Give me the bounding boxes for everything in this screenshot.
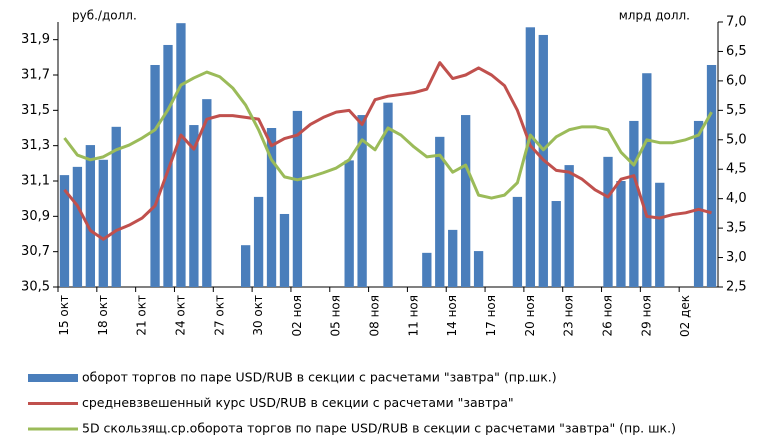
bar xyxy=(240,245,251,287)
y2-tick-label: 4,0 xyxy=(726,191,747,206)
x-tick-label: 21 окт xyxy=(135,295,149,336)
y-tick-label: 30,7 xyxy=(21,244,50,259)
bar xyxy=(473,251,484,287)
bar xyxy=(512,196,523,287)
y2-tick-label: 6,0 xyxy=(726,73,747,88)
bar xyxy=(603,156,613,287)
y-tick-label: 31,9 xyxy=(21,32,50,47)
x-tick-label: 29 ноя xyxy=(639,295,653,337)
y2-tick-label: 5,5 xyxy=(726,103,747,118)
bar xyxy=(176,23,186,288)
y2-tick-label: 4,5 xyxy=(726,162,747,177)
bar xyxy=(98,159,108,287)
y-tick-label: 31,3 xyxy=(21,138,50,153)
legend-swatch xyxy=(28,374,78,382)
bar xyxy=(357,115,367,288)
bar xyxy=(706,64,717,287)
bar xyxy=(253,196,264,287)
bar xyxy=(72,166,83,287)
x-tick-label: 27 окт xyxy=(212,295,226,336)
y2-tick-label: 5,0 xyxy=(726,132,747,147)
x-tick-label: 02 дек xyxy=(678,295,692,337)
x-tick-label: 11 ноя xyxy=(406,295,420,337)
line xyxy=(63,70,713,200)
x-tick-label: 26 ноя xyxy=(601,295,615,337)
bar xyxy=(59,175,70,287)
y-tick-label: 30,9 xyxy=(21,209,50,224)
bar xyxy=(525,27,536,288)
y-tick-label: 31,1 xyxy=(21,174,50,189)
bar xyxy=(279,213,290,287)
bar xyxy=(85,145,96,287)
bar xyxy=(551,201,561,287)
y-axis-label: руб./долл. xyxy=(72,9,137,23)
x-tick-label: 15 окт xyxy=(57,295,71,336)
x-tick-label: 23 ноя xyxy=(562,295,576,337)
x-tick-label: 05 ноя xyxy=(329,295,343,337)
bar xyxy=(202,99,212,288)
bar xyxy=(292,110,303,287)
bar xyxy=(344,160,354,287)
bar xyxy=(383,102,393,287)
bar xyxy=(655,182,665,287)
legend-label: средневзвешенный курс USD/RUB в секции с… xyxy=(82,395,514,410)
x-tick-label: 02 ноя xyxy=(290,295,304,337)
bar xyxy=(564,165,574,287)
bar xyxy=(163,44,173,287)
bar xyxy=(150,64,160,287)
bar xyxy=(642,73,652,287)
line xyxy=(63,61,712,241)
bar xyxy=(435,136,445,287)
x-tick-label: 20 ноя xyxy=(523,295,537,337)
y2-tick-label: 6,5 xyxy=(726,44,747,59)
x-tick-label: 18 окт xyxy=(96,295,110,336)
y2-tick-label: 3,5 xyxy=(726,221,747,236)
y2-tick-label: 7,0 xyxy=(726,15,747,30)
x-tick-label: 08 ноя xyxy=(368,295,382,337)
bar xyxy=(189,125,199,287)
legend-label: оборот торгов по паре USD/RUB в секции с… xyxy=(82,370,557,385)
x-tick-label: 17 ноя xyxy=(484,295,498,337)
y2-axis-label: млрд долл. xyxy=(619,9,690,23)
y2-tick-label: 2,5 xyxy=(726,280,747,295)
bar xyxy=(111,126,121,287)
bar xyxy=(422,252,432,287)
y-tick-label: 31,5 xyxy=(21,103,50,118)
y-tick-label: 31,7 xyxy=(21,68,50,83)
y2-tick-label: 3,0 xyxy=(726,250,747,265)
x-tick-label: 30 окт xyxy=(251,295,265,336)
bar xyxy=(266,128,277,287)
x-tick-label: 24 окт xyxy=(173,295,187,336)
bar xyxy=(616,181,626,287)
bar xyxy=(448,229,458,287)
bar xyxy=(629,120,639,287)
y-tick-label: 30,5 xyxy=(21,280,50,295)
bar xyxy=(460,115,471,288)
x-tick-label: 14 ноя xyxy=(445,295,459,337)
bar xyxy=(693,120,704,287)
legend-label: 5D скользящ.ср.оборота торгов по паре US… xyxy=(82,421,676,436)
